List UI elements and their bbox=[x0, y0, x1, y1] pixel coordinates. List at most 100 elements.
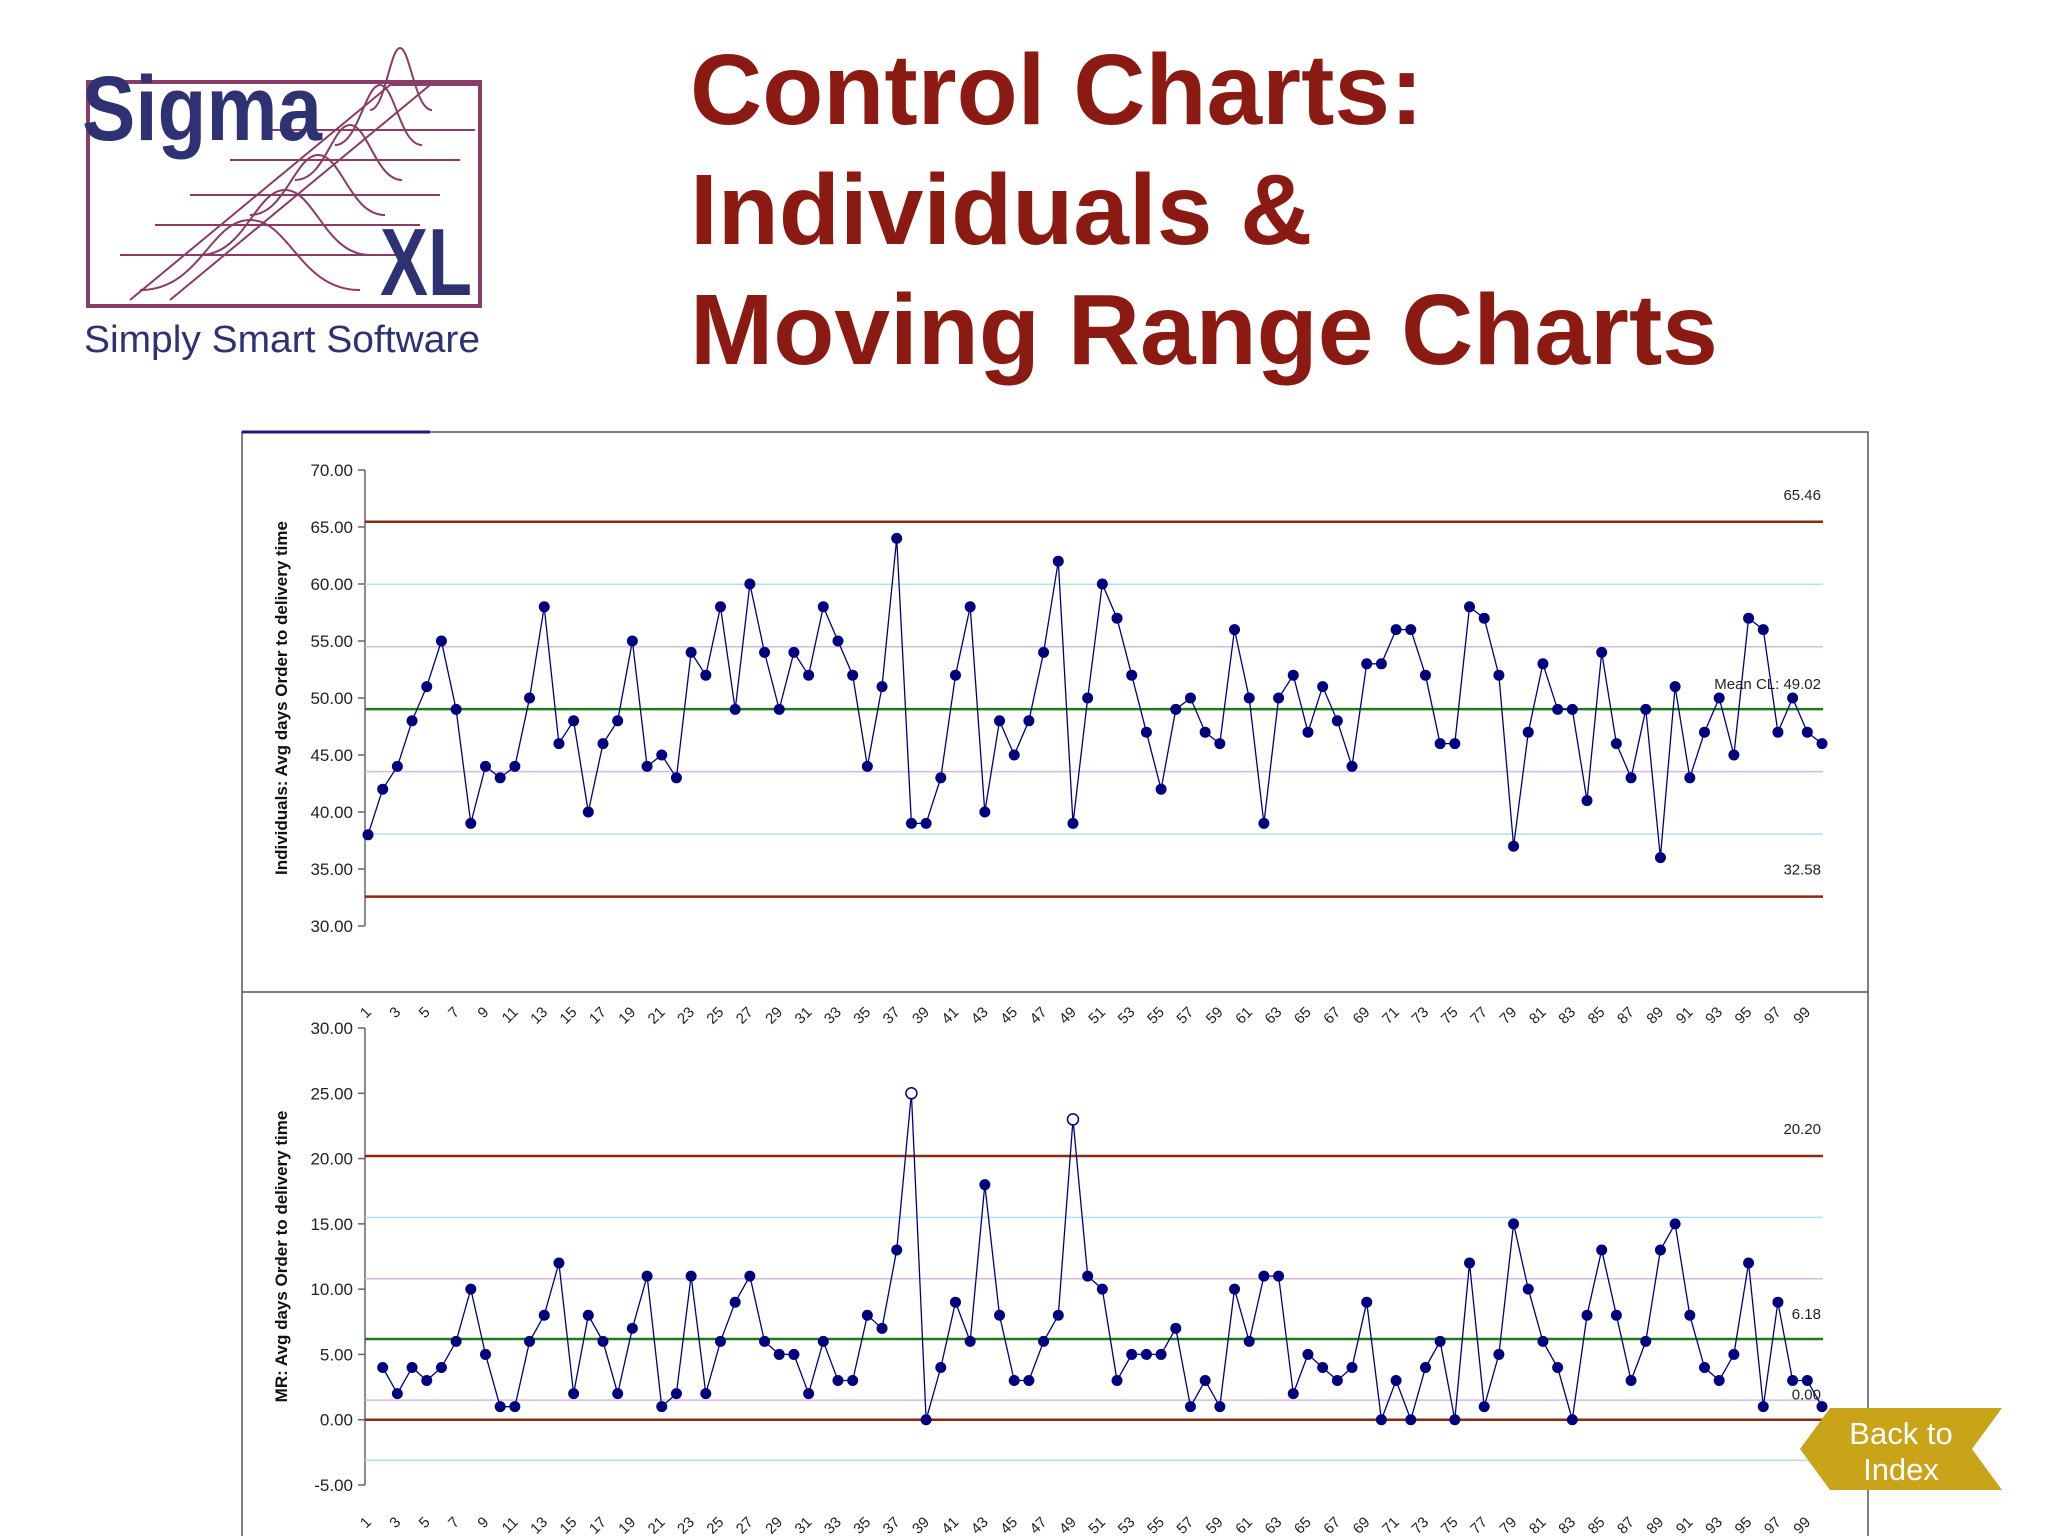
data-point bbox=[1214, 1401, 1226, 1413]
data-point bbox=[847, 1375, 859, 1387]
data-point bbox=[641, 760, 653, 772]
data-point bbox=[377, 1361, 389, 1373]
lcl-label: 32.58 bbox=[1783, 862, 1821, 879]
data-point bbox=[1361, 1296, 1373, 1308]
x-tick-label: 69 bbox=[1350, 1514, 1374, 1536]
x-tick-label: 19 bbox=[615, 1004, 639, 1028]
data-point bbox=[435, 635, 447, 647]
data-point bbox=[1537, 658, 1549, 670]
series-line bbox=[382, 1093, 1823, 1422]
data-point bbox=[1155, 783, 1167, 795]
x-tick-label: 1 bbox=[357, 1004, 375, 1022]
data-point bbox=[905, 817, 917, 829]
data-point bbox=[553, 738, 565, 750]
data-point bbox=[1816, 738, 1828, 750]
data-point bbox=[1346, 1361, 1358, 1373]
data-point bbox=[1508, 840, 1520, 852]
data-point bbox=[1640, 703, 1652, 715]
data-point bbox=[1067, 817, 1079, 829]
data-point bbox=[538, 1309, 550, 1321]
x-tick-label: 61 bbox=[1232, 1514, 1256, 1536]
data-point bbox=[1434, 738, 1446, 750]
data-point bbox=[641, 1270, 653, 1282]
data-point bbox=[1361, 658, 1373, 670]
x-tick-label: 21 bbox=[645, 1514, 669, 1536]
data-point bbox=[876, 1322, 888, 1334]
y-tick-label: 35.00 bbox=[310, 860, 353, 879]
data-point bbox=[891, 532, 903, 544]
data-point bbox=[803, 669, 815, 681]
x-tick-label: 77 bbox=[1467, 1514, 1491, 1536]
logo-tagline: Simply Smart Software bbox=[84, 319, 480, 361]
x-tick-label: 95 bbox=[1732, 1514, 1756, 1536]
x-tick-label: 85 bbox=[1585, 1004, 1609, 1028]
data-point bbox=[582, 806, 594, 818]
data-point bbox=[817, 601, 829, 613]
data-point bbox=[1273, 692, 1285, 704]
data-point bbox=[1111, 612, 1123, 624]
x-tick-label: 9 bbox=[474, 1514, 492, 1532]
x-tick-label: 93 bbox=[1702, 1004, 1726, 1028]
chart-2: -5.000.005.0010.0015.0020.0025.0030.00MR… bbox=[272, 1019, 1828, 1536]
title-line-3: Moving Range Charts bbox=[690, 274, 1718, 386]
data-point bbox=[670, 772, 682, 784]
x-tick-label: 59 bbox=[1203, 1004, 1227, 1028]
x-tick-label: 7 bbox=[445, 1004, 463, 1022]
x-tick-label: 5 bbox=[416, 1004, 434, 1022]
data-point bbox=[1493, 669, 1505, 681]
x-tick-label: 91 bbox=[1673, 1004, 1697, 1028]
data-point bbox=[450, 703, 462, 715]
data-point bbox=[1596, 1244, 1608, 1256]
x-tick-label: 75 bbox=[1438, 1514, 1462, 1536]
x-tick-label: 47 bbox=[1027, 1514, 1051, 1536]
x-tick-label: 33 bbox=[821, 1514, 845, 1536]
data-point bbox=[1243, 1335, 1255, 1347]
x-tick-label: 79 bbox=[1497, 1514, 1521, 1536]
data-point bbox=[1464, 1257, 1476, 1269]
data-point bbox=[744, 578, 756, 590]
data-point bbox=[1390, 624, 1402, 636]
x-tick-label: 15 bbox=[557, 1514, 581, 1536]
x-tick-label: 83 bbox=[1555, 1514, 1579, 1536]
x-tick-label: 99 bbox=[1790, 1004, 1814, 1028]
data-point bbox=[964, 601, 976, 613]
data-point bbox=[1052, 1309, 1064, 1321]
data-point bbox=[1522, 726, 1534, 738]
x-tick-label: 23 bbox=[674, 1514, 698, 1536]
x-tick-label: 81 bbox=[1526, 1514, 1550, 1536]
data-point bbox=[1199, 1375, 1211, 1387]
x-tick-label: 41 bbox=[938, 1004, 962, 1028]
back-to-index-button[interactable]: Back to Index bbox=[1800, 1408, 2002, 1490]
logo-frame bbox=[86, 80, 482, 308]
title-line-2: Individuals & bbox=[690, 154, 1313, 266]
data-point bbox=[465, 1283, 477, 1295]
data-point bbox=[1801, 1375, 1813, 1387]
data-point bbox=[509, 760, 521, 772]
data-point bbox=[377, 783, 389, 795]
data-point bbox=[597, 1335, 609, 1347]
x-tick-label: 31 bbox=[792, 1004, 816, 1028]
x-tick-label: 41 bbox=[938, 1514, 962, 1536]
data-point bbox=[1170, 1322, 1182, 1334]
data-point bbox=[1082, 1270, 1094, 1282]
x-tick-label: 83 bbox=[1555, 1004, 1579, 1028]
data-point bbox=[759, 646, 771, 658]
data-point bbox=[1654, 1244, 1666, 1256]
x-tick-label: 67 bbox=[1320, 1514, 1344, 1536]
data-point bbox=[1126, 1348, 1138, 1360]
data-point bbox=[876, 681, 888, 693]
data-point bbox=[935, 772, 947, 784]
data-point bbox=[1184, 692, 1196, 704]
data-point bbox=[994, 715, 1006, 727]
data-point bbox=[524, 692, 536, 704]
x-tick-label: 47 bbox=[1027, 1004, 1051, 1028]
x-tick-label: 77 bbox=[1467, 1004, 1491, 1028]
chart-1: 30.00 35.00 40.00 45.00 50.00 55.00 60.00 65.00… bbox=[272, 461, 1828, 1028]
data-point bbox=[1023, 1375, 1035, 1387]
data-point bbox=[494, 772, 506, 784]
x-tick-label: 51 bbox=[1085, 1514, 1109, 1536]
x-tick-label: 81 bbox=[1526, 1004, 1550, 1028]
x-tick-label: 95 bbox=[1732, 1004, 1756, 1028]
y-tick-label: 15.00 bbox=[310, 1215, 353, 1234]
data-point bbox=[465, 817, 477, 829]
